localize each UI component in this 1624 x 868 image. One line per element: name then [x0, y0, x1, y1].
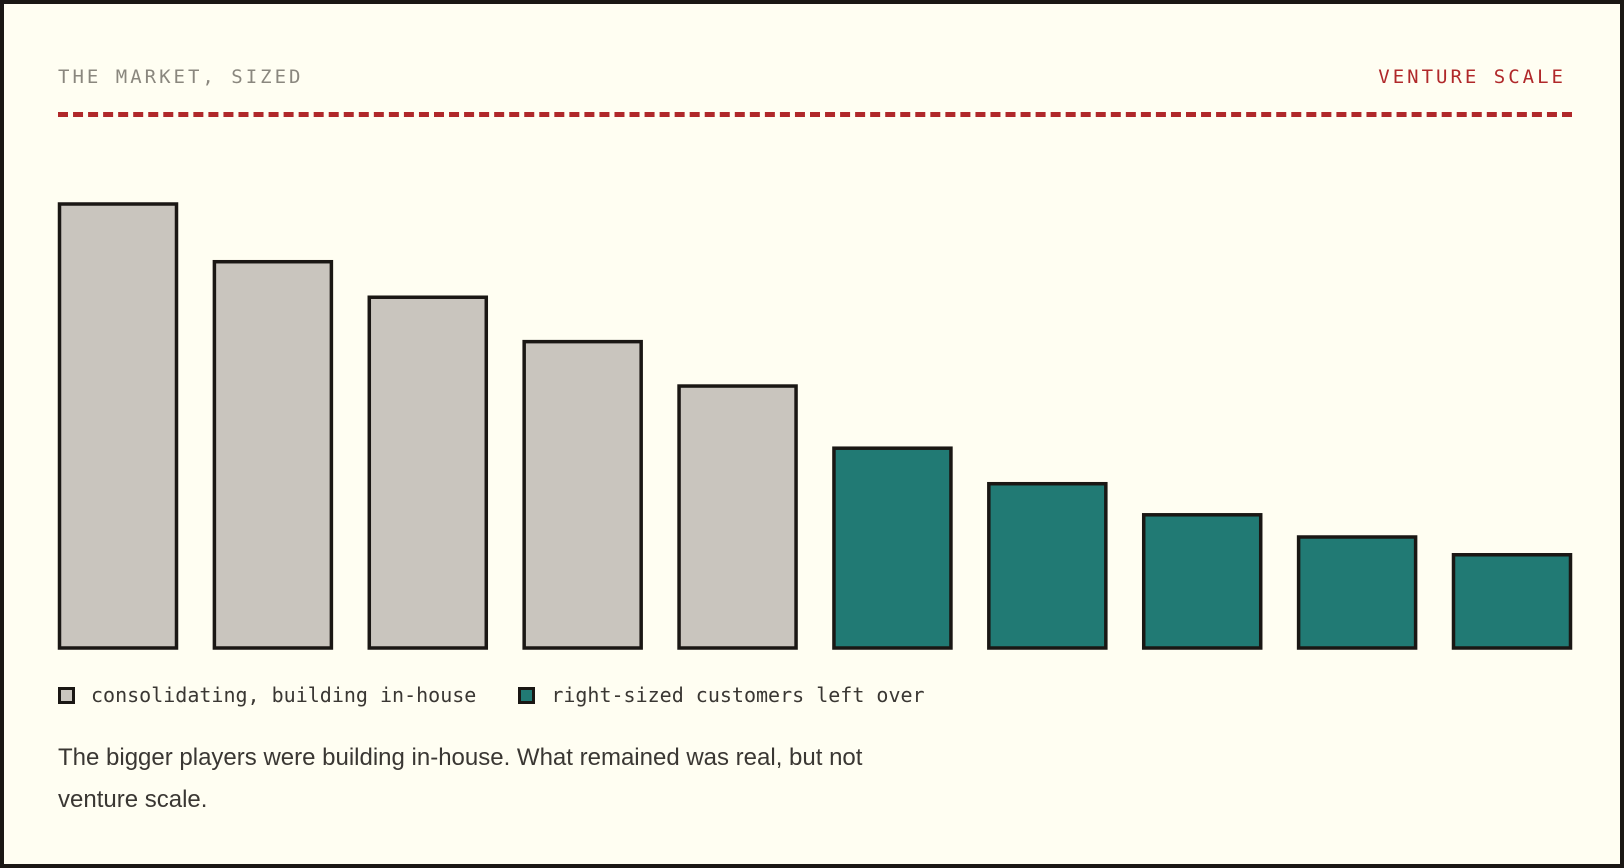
legend-swatch-gray [58, 686, 75, 704]
legend-item-consolidating: consolidating, building in-house [58, 683, 476, 707]
bar-chart [57, 202, 1573, 650]
chart-legend: consolidating, building in-house right-s… [58, 683, 967, 707]
bar-3 [367, 295, 489, 650]
bar-4 [522, 339, 643, 650]
section-kicker: THE MARKET, SIZED [58, 66, 304, 88]
legend-label: consolidating, building in-house [91, 683, 477, 707]
section-tag: VENTURE SCALE [1378, 66, 1566, 88]
legend-item-right-sized: right-sized customers left over [518, 683, 925, 707]
legend-label: right-sized customers left over [551, 683, 925, 707]
bar-10 [1451, 553, 1573, 650]
bar-6 [832, 446, 953, 650]
bar-8 [1141, 513, 1263, 650]
bar-9 [1296, 535, 1418, 650]
bar-5 [677, 384, 798, 650]
legend-swatch-teal [518, 686, 536, 704]
bar-2 [212, 259, 334, 650]
bar-7 [987, 481, 1108, 650]
bar-1 [57, 202, 179, 650]
dashed-divider [58, 112, 1572, 117]
chart-caption: The bigger players were building in-hous… [58, 744, 863, 813]
